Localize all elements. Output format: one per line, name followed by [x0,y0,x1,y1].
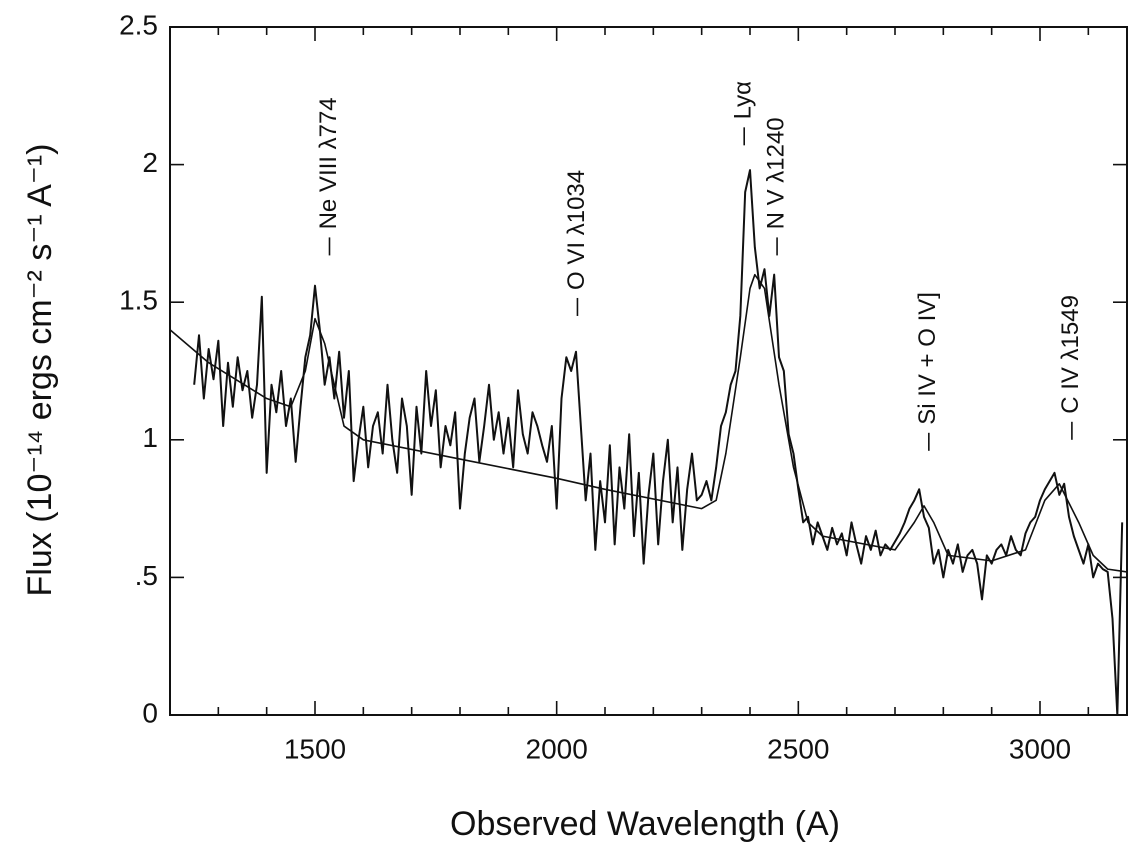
annotation-label: Si IV + O IV] [914,292,941,425]
y-tick-label: 2.5 [119,9,158,40]
y-tick-label: 0 [142,697,158,728]
spectrum-line [193,169,1124,716]
x-axis-title: Observed Wavelength (A) [450,805,840,843]
x-tick-label: 2500 [767,733,829,764]
annotation-label: C IV λ1549 [1057,295,1084,414]
annotation-label: N V λ1240 [762,117,789,229]
x-tick-label: 2000 [526,733,588,764]
annotation-label: Lyα [730,81,757,119]
annotation-label: Ne VIII λ774 [315,97,342,229]
y-tick-label: 1 [142,422,158,453]
x-tick-label: 3000 [1009,733,1071,764]
spectrum-line [169,273,1128,573]
y-tick-label: 2 [142,147,158,178]
annotation-label: O VI λ1034 [563,170,590,290]
y-tick-label: 1.5 [119,285,158,316]
plot-frame [169,26,1128,716]
y-axis-title: Flux (10⁻¹⁴ ergs cm⁻² s⁻¹ A⁻¹) [21,144,59,597]
y-tick-label: .5 [135,560,158,591]
x-tick-label: 1500 [284,733,346,764]
